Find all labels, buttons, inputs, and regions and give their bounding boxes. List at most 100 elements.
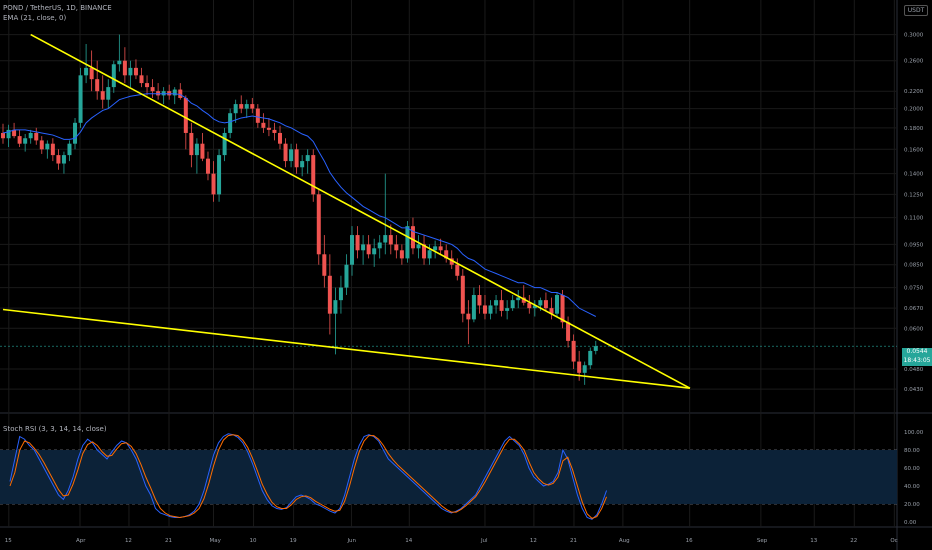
candle-body <box>460 275 465 314</box>
symbol-title[interactable]: POND / TetherUS, 1D, BINANCE <box>3 4 112 12</box>
candle-body <box>205 158 210 174</box>
candle-body <box>444 250 449 259</box>
candle <box>228 108 233 139</box>
candle <box>205 151 210 181</box>
time-tick-label: 16 <box>686 538 693 544</box>
candle-body <box>139 75 144 84</box>
candle-body <box>422 244 427 259</box>
candle <box>333 287 338 355</box>
stoch-rsi-indicator-label[interactable]: Stoch RSI (3, 3, 14, 14, close) <box>3 425 107 433</box>
price-tick-label: 0.0430 <box>904 387 924 393</box>
candle-body <box>106 87 111 100</box>
price-tick-label: 0.1600 <box>904 147 924 153</box>
candle <box>350 226 355 276</box>
rsi-tick-label: 60.00 <box>904 466 920 472</box>
candle <box>39 136 44 154</box>
time-tick-label: 19 <box>290 538 297 544</box>
candle <box>133 59 138 80</box>
candle <box>543 292 548 311</box>
rsi-tick-label: 20.00 <box>904 502 920 508</box>
candle-body <box>416 244 421 249</box>
candle-body <box>84 67 89 76</box>
candle <box>194 138 199 174</box>
candle-body <box>344 264 349 288</box>
candle <box>128 60 133 88</box>
candle <box>50 138 55 162</box>
candle-body <box>266 127 271 130</box>
time-tick-label: 21 <box>165 538 172 544</box>
candle-body <box>117 60 122 65</box>
candle <box>388 224 393 255</box>
price-tick-label: 0.0600 <box>904 326 924 332</box>
candle <box>338 275 343 314</box>
time-tick-label: Jul <box>480 538 488 544</box>
candle-body <box>255 108 260 123</box>
candle-body <box>466 313 471 320</box>
candle-body <box>560 295 565 323</box>
candle <box>366 235 371 259</box>
candle <box>145 75 150 96</box>
candle <box>305 149 310 174</box>
candle-body <box>39 140 44 150</box>
candle-body <box>549 308 554 314</box>
ema-indicator-label[interactable]: EMA (21, close, 0) <box>3 14 67 22</box>
candle <box>527 295 532 314</box>
candle-body <box>338 287 343 301</box>
candle-body <box>300 161 305 168</box>
candle <box>377 235 382 259</box>
price-axis: 0.3000 0.2600 0.2200 0.2000 0.1800 0.1600 0.14… <box>904 33 924 526</box>
candle <box>183 95 188 150</box>
rsi-tick-label: 40.00 <box>904 484 920 490</box>
candle-body <box>133 67 138 76</box>
candle-body <box>505 308 510 311</box>
candle <box>250 97 255 114</box>
candle <box>593 340 598 355</box>
candles-group <box>1 34 598 385</box>
trendline-upper <box>30 33 691 389</box>
current-price-label: 0.0544 <box>902 348 932 357</box>
price-tick-label: 0.1800 <box>904 126 924 132</box>
candle <box>560 290 565 329</box>
candle-body <box>289 149 294 162</box>
candle <box>566 316 571 348</box>
time-tick-label: Aug <box>619 538 630 544</box>
time-axis: 15 Apr 12 21 May 10 19 Jun 14 Jul 12 21 Aug 16 Sep 13 22… <box>5 538 898 544</box>
candle-body <box>217 155 222 195</box>
candle <box>549 297 554 320</box>
price-tick-label: 0.1400 <box>904 172 924 178</box>
candle-body <box>372 248 377 255</box>
time-tick-label: 21 <box>570 538 577 544</box>
time-tick-label: May <box>210 538 222 544</box>
candle-body <box>250 104 255 109</box>
candle <box>89 50 94 92</box>
candle <box>466 300 471 345</box>
candle-body <box>516 297 521 301</box>
price-tick-label: 0.1100 <box>904 216 924 222</box>
candle-body <box>399 250 404 259</box>
candle <box>12 122 17 139</box>
candle <box>494 295 499 314</box>
candle-body <box>327 275 332 314</box>
candle <box>327 254 332 335</box>
candle-body <box>477 295 482 306</box>
candle <box>239 95 244 114</box>
candle-body <box>521 297 526 303</box>
candle <box>311 149 316 202</box>
candle-body <box>28 132 33 139</box>
candle-body <box>178 89 183 98</box>
trendline-lower <box>2 308 691 390</box>
price-tick-label: 0.3000 <box>904 33 924 39</box>
currency-badge[interactable]: USDT <box>904 5 928 16</box>
candle <box>316 190 321 265</box>
candle-body <box>294 149 299 168</box>
candle <box>233 99 238 123</box>
candle <box>571 334 576 369</box>
candle <box>488 300 493 320</box>
time-tick-label: Apr <box>76 538 86 544</box>
candle <box>111 60 116 93</box>
candle-body <box>283 143 288 162</box>
candle-body <box>111 64 116 88</box>
